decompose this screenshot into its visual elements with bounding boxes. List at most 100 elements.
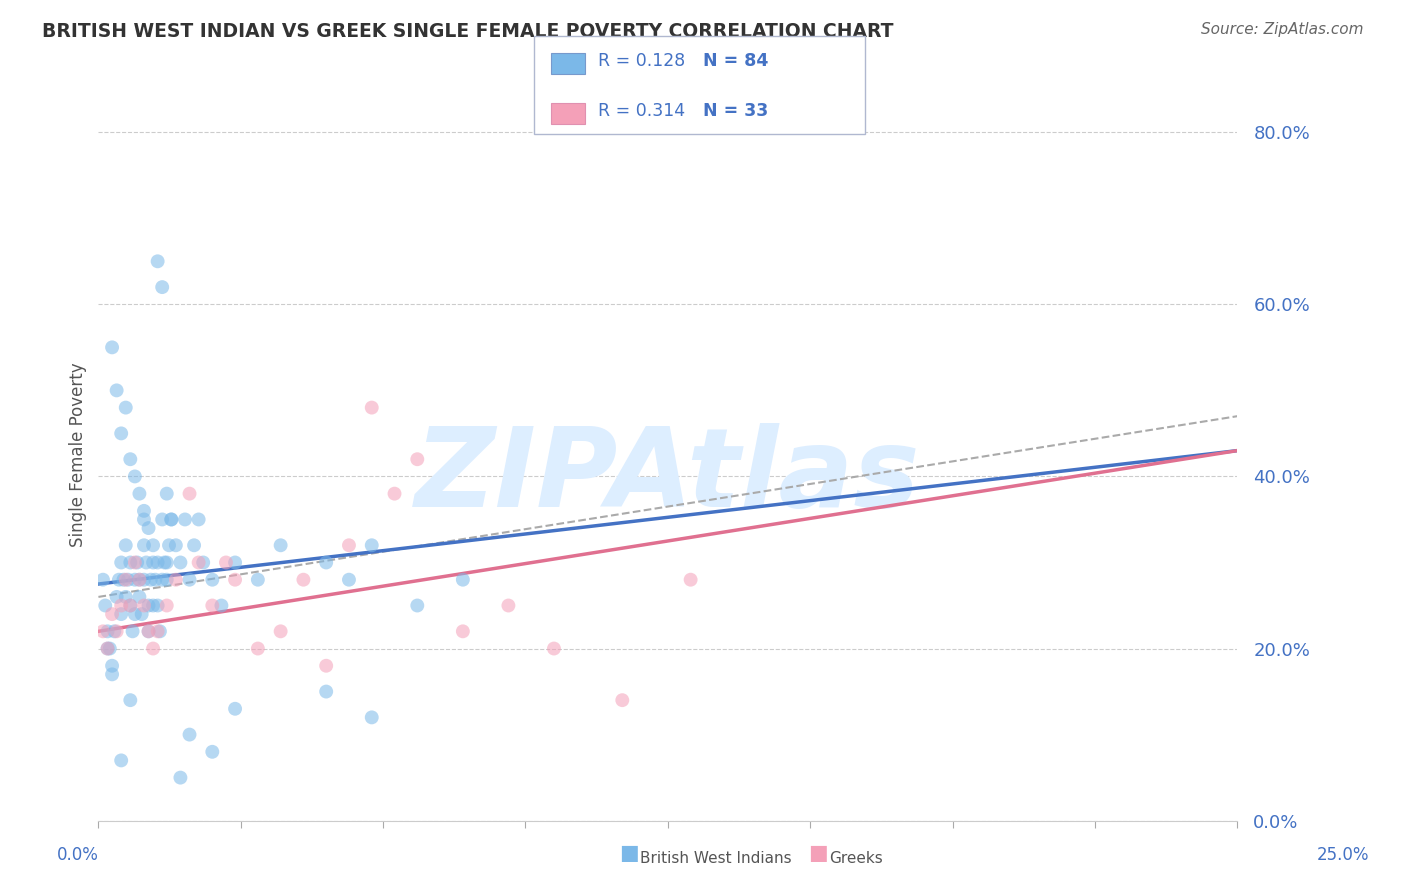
Point xyxy=(451,573,474,587)
Text: R = 0.314: R = 0.314 xyxy=(598,102,685,120)
Text: 0.0%: 0.0% xyxy=(56,846,98,863)
Point xyxy=(101,658,124,673)
Point xyxy=(138,521,160,535)
Point xyxy=(406,599,429,613)
Point xyxy=(110,426,132,441)
Point xyxy=(146,599,169,613)
Point xyxy=(142,538,165,552)
Text: ■: ■ xyxy=(619,843,638,863)
Point xyxy=(224,573,246,587)
Point xyxy=(120,452,142,467)
Point xyxy=(124,573,146,587)
Point xyxy=(142,556,165,570)
Point xyxy=(132,599,155,613)
Point xyxy=(246,641,269,656)
Point xyxy=(270,538,292,552)
Point xyxy=(360,710,382,724)
Point xyxy=(160,512,183,526)
Point xyxy=(101,607,124,621)
Point xyxy=(174,512,197,526)
Point xyxy=(187,556,209,570)
Point xyxy=(679,573,702,587)
Point xyxy=(96,641,118,656)
Point xyxy=(114,590,136,604)
Point xyxy=(105,590,128,604)
Point xyxy=(120,556,142,570)
Text: Greeks: Greeks xyxy=(830,852,883,866)
Point xyxy=(149,624,172,639)
Point xyxy=(146,254,169,268)
Point xyxy=(132,504,155,518)
Point xyxy=(153,556,176,570)
Point xyxy=(96,624,118,639)
Point xyxy=(224,702,246,716)
Point xyxy=(132,573,155,587)
Point xyxy=(165,538,187,552)
Point xyxy=(157,538,180,552)
Point xyxy=(120,599,142,613)
Point xyxy=(139,573,162,587)
Point xyxy=(337,538,360,552)
Point xyxy=(128,590,150,604)
Point xyxy=(150,512,173,526)
Point xyxy=(165,573,187,587)
Point xyxy=(270,624,292,639)
Point xyxy=(94,599,117,613)
Point xyxy=(193,556,215,570)
Text: N = 84: N = 84 xyxy=(703,52,768,70)
Point xyxy=(138,624,160,639)
Point xyxy=(114,573,136,587)
Point xyxy=(384,486,406,500)
Text: ZIPAtlas: ZIPAtlas xyxy=(415,424,921,531)
Point xyxy=(101,667,124,681)
Point xyxy=(246,573,269,587)
Point xyxy=(135,556,157,570)
Point xyxy=(120,693,142,707)
Point xyxy=(142,641,165,656)
Point xyxy=(114,401,136,415)
Text: BRITISH WEST INDIAN VS GREEK SINGLE FEMALE POVERTY CORRELATION CHART: BRITISH WEST INDIAN VS GREEK SINGLE FEMA… xyxy=(42,22,894,41)
Point xyxy=(112,573,135,587)
Point xyxy=(360,538,382,552)
Point xyxy=(179,486,201,500)
Point xyxy=(96,641,118,656)
Point xyxy=(224,556,246,570)
Point xyxy=(110,607,132,621)
Point xyxy=(121,624,143,639)
Point xyxy=(612,693,634,707)
Point xyxy=(150,280,173,294)
Text: ■: ■ xyxy=(808,843,828,863)
Point xyxy=(360,401,382,415)
Point xyxy=(150,573,173,587)
Y-axis label: Single Female Poverty: Single Female Poverty xyxy=(69,363,87,547)
Point xyxy=(103,624,125,639)
Point xyxy=(215,556,238,570)
Point xyxy=(315,556,337,570)
Point xyxy=(406,452,429,467)
Point xyxy=(91,624,114,639)
Point xyxy=(110,753,132,767)
Point xyxy=(127,556,149,570)
Point xyxy=(128,486,150,500)
Point xyxy=(124,556,146,570)
Point xyxy=(146,556,169,570)
Point xyxy=(543,641,565,656)
Point xyxy=(105,624,128,639)
Point xyxy=(117,573,139,587)
Point xyxy=(91,573,114,587)
Point xyxy=(124,607,146,621)
Point xyxy=(132,512,155,526)
Point xyxy=(120,599,142,613)
Point xyxy=(138,624,160,639)
Point xyxy=(183,538,205,552)
Text: Source: ZipAtlas.com: Source: ZipAtlas.com xyxy=(1201,22,1364,37)
Point xyxy=(110,599,132,613)
Point xyxy=(337,573,360,587)
Point xyxy=(160,512,183,526)
Text: R = 0.128: R = 0.128 xyxy=(598,52,685,70)
Point xyxy=(179,573,201,587)
Point xyxy=(114,538,136,552)
Point xyxy=(146,624,169,639)
Point xyxy=(156,573,179,587)
Text: N = 33: N = 33 xyxy=(703,102,768,120)
